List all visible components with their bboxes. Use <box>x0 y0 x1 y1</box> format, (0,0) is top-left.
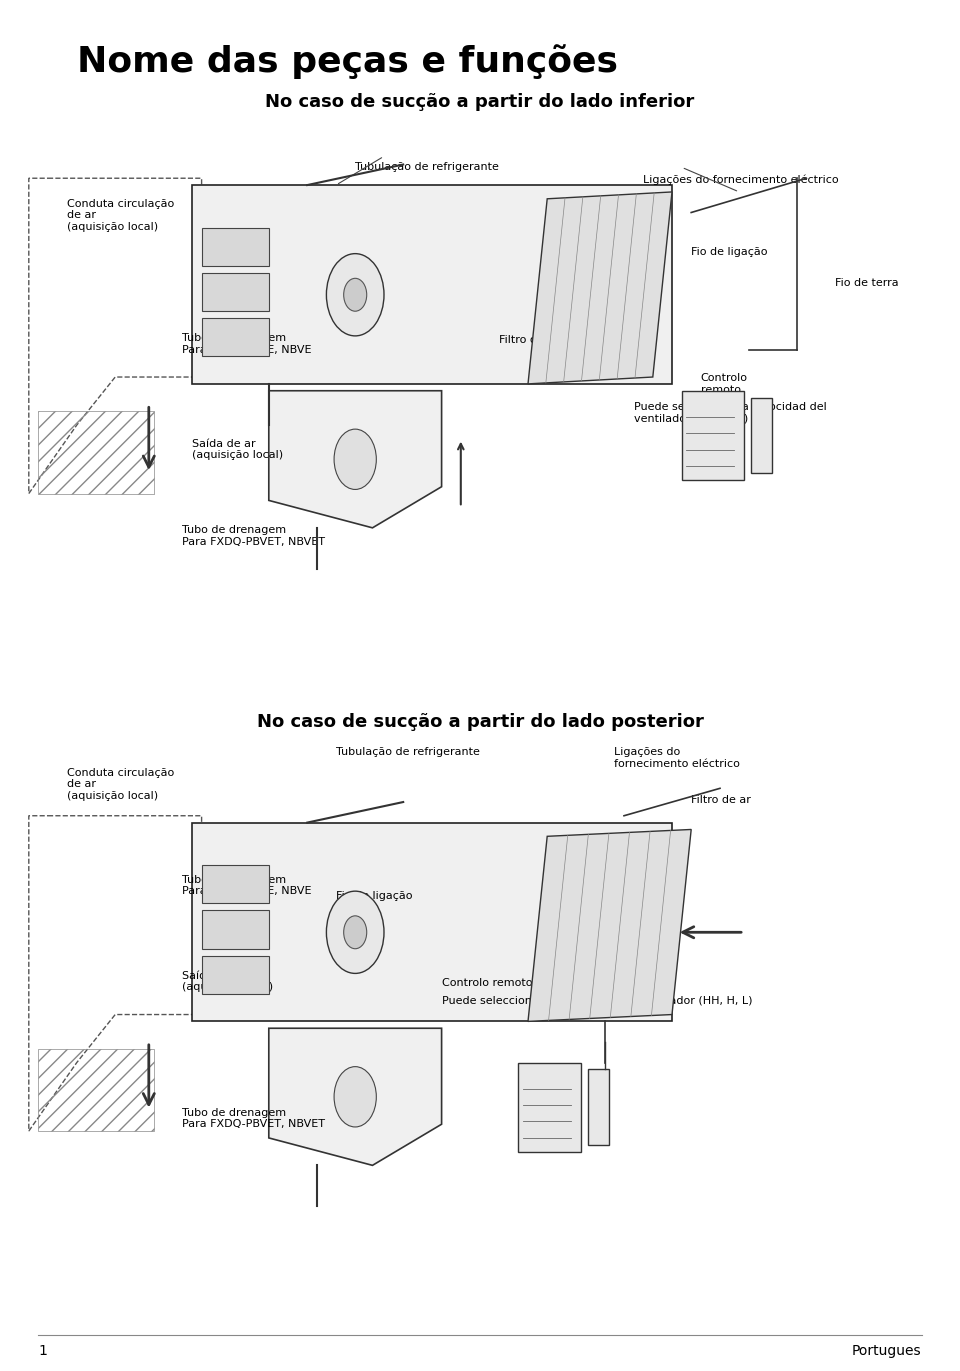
Text: Filtro de ar: Filtro de ar <box>499 335 559 344</box>
Text: Tubo de drenagem
Para FXDQ-PBVE, NBVE: Tubo de drenagem Para FXDQ-PBVE, NBVE <box>182 333 312 355</box>
Text: Puede seleccionar la velocidad del ventilador (HH, H, L): Puede seleccionar la velocidad del venti… <box>442 995 752 1005</box>
FancyBboxPatch shape <box>588 1069 609 1145</box>
Text: Portugues: Portugues <box>852 1344 922 1357</box>
Text: Saída de ar
(aquisição local): Saída de ar (aquisição local) <box>182 971 274 993</box>
Text: Fio de ligação: Fio de ligação <box>691 247 768 256</box>
Text: No caso de sucção a partir do lado posterior: No caso de sucção a partir do lado poste… <box>256 713 704 731</box>
FancyBboxPatch shape <box>682 391 744 480</box>
Bar <box>202 865 269 903</box>
Text: Controlo
remoto: Controlo remoto <box>701 373 748 395</box>
Text: Fio de terra: Fio de terra <box>576 912 639 921</box>
FancyBboxPatch shape <box>192 185 672 384</box>
Text: Nome das peças e funções: Nome das peças e funções <box>77 44 618 78</box>
Text: Saída de ar
(aquisição local): Saída de ar (aquisição local) <box>192 439 283 461</box>
Text: Tubulação de refrigerante: Tubulação de refrigerante <box>355 162 499 171</box>
Polygon shape <box>528 192 672 384</box>
FancyBboxPatch shape <box>751 398 772 473</box>
Text: Tubo de drenagem
Para FXDQ-PBVET, NBVET: Tubo de drenagem Para FXDQ-PBVET, NBVET <box>182 525 325 547</box>
Circle shape <box>344 916 367 949</box>
Polygon shape <box>269 1028 442 1165</box>
Text: Fio de ligação: Fio de ligação <box>336 891 413 901</box>
Bar <box>202 318 269 356</box>
Text: Conduta circulação
de ar
(aquisição local): Conduta circulação de ar (aquisição loca… <box>67 768 175 801</box>
Text: Ligações do fornecimento eléctrico: Ligações do fornecimento eléctrico <box>643 174 839 185</box>
Text: Fio de terra: Fio de terra <box>835 278 899 288</box>
Text: Tubo de drenagem
Para FXDQ-PBVET, NBVET: Tubo de drenagem Para FXDQ-PBVET, NBVET <box>182 1108 325 1130</box>
Bar <box>202 228 269 266</box>
Text: Ligações do
fornecimento eléctrico: Ligações do fornecimento eléctrico <box>614 747 740 769</box>
Polygon shape <box>269 391 442 528</box>
Text: 1: 1 <box>38 1344 47 1357</box>
FancyBboxPatch shape <box>192 823 672 1021</box>
Circle shape <box>326 254 384 336</box>
Bar <box>202 910 269 949</box>
FancyBboxPatch shape <box>518 1063 581 1152</box>
Text: Conduta circulação
de ar
(aquisição local): Conduta circulação de ar (aquisição loca… <box>67 199 175 232</box>
Text: Controlo remoto: Controlo remoto <box>442 978 532 987</box>
Text: Tubulação de refrigerante: Tubulação de refrigerante <box>336 747 480 757</box>
Circle shape <box>344 278 367 311</box>
Text: Tubo de drenagem
Para FXDQ-PBVE, NBVE: Tubo de drenagem Para FXDQ-PBVE, NBVE <box>182 875 312 897</box>
Circle shape <box>334 429 376 489</box>
Polygon shape <box>528 829 691 1021</box>
Text: Puede seleccionar la velocidad del
ventilador (HH, H, L): Puede seleccionar la velocidad del venti… <box>634 402 827 424</box>
Circle shape <box>334 1067 376 1127</box>
Text: No caso de sucção a partir do lado inferior: No caso de sucção a partir do lado infer… <box>265 93 695 111</box>
Circle shape <box>326 891 384 973</box>
Text: Filtro de ar: Filtro de ar <box>691 795 751 805</box>
Bar <box>202 956 269 994</box>
Bar <box>202 273 269 311</box>
